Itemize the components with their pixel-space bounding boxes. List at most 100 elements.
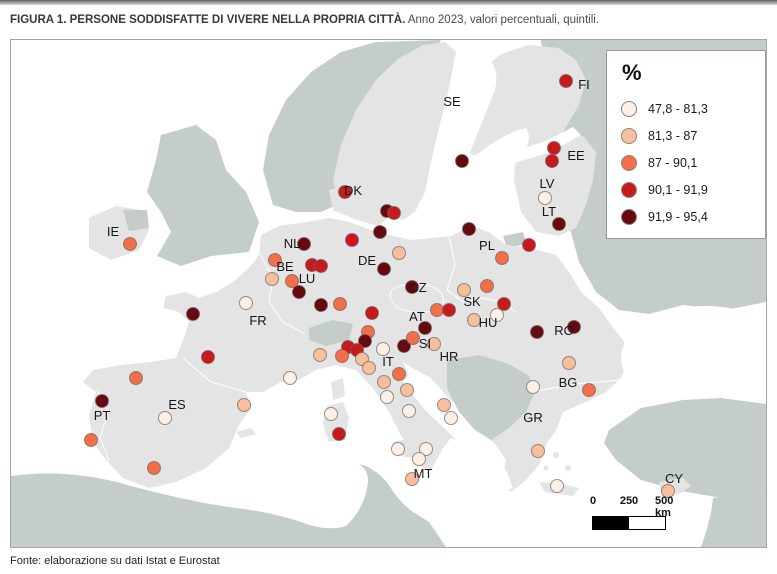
city-dot-q1 (376, 342, 390, 356)
country-label-de: DE (358, 253, 376, 268)
country-label-be: BE (276, 259, 294, 274)
country-label-gr: GR (523, 410, 543, 425)
city-dot-q3 (430, 303, 444, 317)
city-dot-q1 (550, 479, 564, 493)
country-label-dk: DK (344, 183, 362, 198)
city-dot-q1 (402, 404, 416, 418)
country-label-lu: LU (299, 271, 316, 286)
legend-circle-icon (621, 181, 637, 198)
city-dot-q1 (526, 380, 540, 394)
city-dot-q4 (545, 154, 559, 168)
country-label-sk: SK (463, 294, 481, 309)
country-label-se: SE (443, 94, 461, 109)
city-dot-q4 (547, 141, 561, 155)
city-dot-q2 (531, 444, 545, 458)
country-label-cy: CY (665, 471, 683, 486)
legend-label: 47,8 - 81,3 (648, 101, 708, 116)
city-dot-q4 (345, 233, 359, 247)
landmass-denmark (329, 184, 363, 216)
border-line (446, 235, 456, 291)
city-dot-q4 (442, 303, 456, 317)
source-note: Fonte: elaborazione su dati Istat e Euro… (10, 555, 220, 567)
landmass-north-africa (11, 464, 446, 547)
city-dot-q2 (467, 313, 481, 327)
landmass-kaliningrad (503, 232, 527, 248)
country-label-es: ES (168, 397, 186, 412)
legend-circle-icon (621, 100, 637, 117)
city-dot-q4 (559, 74, 573, 88)
city-dot-q5 (418, 321, 432, 335)
country-label-lv: LV (540, 176, 555, 191)
figure-title: FIGURA 1. PERSONE SODDISFATTE DI VIVERE … (10, 13, 777, 28)
city-dot-q2 (661, 484, 675, 498)
city-dot-q2 (437, 398, 451, 412)
legend-circle-icon (621, 154, 637, 171)
country-label-nl: NL (284, 236, 301, 251)
gulf-of-finland (463, 127, 581, 170)
city-dot-q4 (314, 259, 328, 273)
figure-title-main: FIGURA 1. PERSONE SODDISFATTE DI VIVERE … (10, 14, 406, 26)
city-dot-q3 (147, 461, 161, 475)
city-dot-q4 (201, 350, 215, 364)
city-dot-q3 (333, 297, 347, 311)
legend-item-2: 81,3 - 87 (607, 122, 765, 149)
black-sea (621, 306, 766, 410)
country-label-at: AT (409, 309, 425, 324)
city-dot-q1 (283, 371, 297, 385)
country-label-hr: HR (440, 349, 459, 364)
city-dot-q2 (362, 361, 376, 375)
city-dot-q3 (268, 253, 282, 267)
legend-label: 90,1 - 91,9 (648, 182, 708, 197)
country-label-it: IT (382, 354, 394, 369)
legend-item-5: 91,9 - 95,4 (607, 203, 765, 230)
figure-title-sub: Anno 2023, valori percentuali, quintili. (405, 14, 600, 26)
country-label-cz: CZ (409, 280, 426, 295)
city-dot-q2 (377, 375, 391, 389)
baltic-sea (406, 128, 529, 235)
city-dot-q5 (397, 339, 411, 353)
country-label-bg: BG (559, 375, 578, 390)
country-label-ie: IE (107, 224, 120, 239)
city-dot-q3 (129, 371, 143, 385)
legend-title: % (622, 60, 642, 85)
scale-bar-black-segment (593, 517, 629, 529)
city-dot-q3 (285, 274, 299, 288)
landmass-switzerland (309, 320, 353, 346)
country-label-fi: FI (578, 77, 590, 92)
city-dot-q2 (562, 356, 576, 370)
city-dot-q1 (490, 308, 504, 322)
city-dot-q2 (392, 246, 406, 260)
legend-circle-icon (621, 208, 637, 225)
country-label-si: SI (419, 336, 431, 351)
landmass-turkey (604, 398, 766, 498)
legend-label: 87 - 90,1 (648, 155, 698, 170)
scale-tick-0: 0 (589, 495, 597, 507)
map-container: FI SE EE LV LT DK IE NL BE LU DE PL CZ SK AT HU SI HR FR IT… (10, 39, 767, 548)
country-labels-layer: FI SE EE LV LT DK IE NL BE LU DE PL CZ SK AT HU SI HR FR IT… (94, 77, 684, 486)
city-dot-q5 (358, 334, 372, 348)
city-dot-q4 (365, 306, 379, 320)
country-label-pl: PL (479, 238, 495, 253)
city-dot-q1 (412, 452, 426, 466)
border-line (530, 379, 622, 393)
city-dot-q5 (314, 298, 328, 312)
scale-tick-250: 250 (619, 495, 639, 507)
city-dot-q5 (95, 394, 109, 408)
city-dot-q1 (444, 411, 458, 425)
legend-circle-icon (621, 127, 637, 144)
legend-label: 81,3 - 87 (648, 128, 698, 143)
country-label-hu: HU (479, 315, 498, 330)
border-line (182, 357, 247, 393)
city-dot-q5 (297, 237, 311, 251)
city-dot-q5 (292, 285, 306, 299)
country-label-pt: PT (94, 408, 111, 423)
city-dot-q4 (522, 238, 536, 252)
city-dot-q2 (237, 398, 251, 412)
border-line (258, 251, 306, 335)
landmass-west-balkans (447, 355, 535, 440)
danish-island (364, 203, 374, 213)
gulf-of-bothnia (443, 62, 497, 172)
city-dot-q4 (332, 427, 346, 441)
city-dot-q3 (84, 433, 98, 447)
